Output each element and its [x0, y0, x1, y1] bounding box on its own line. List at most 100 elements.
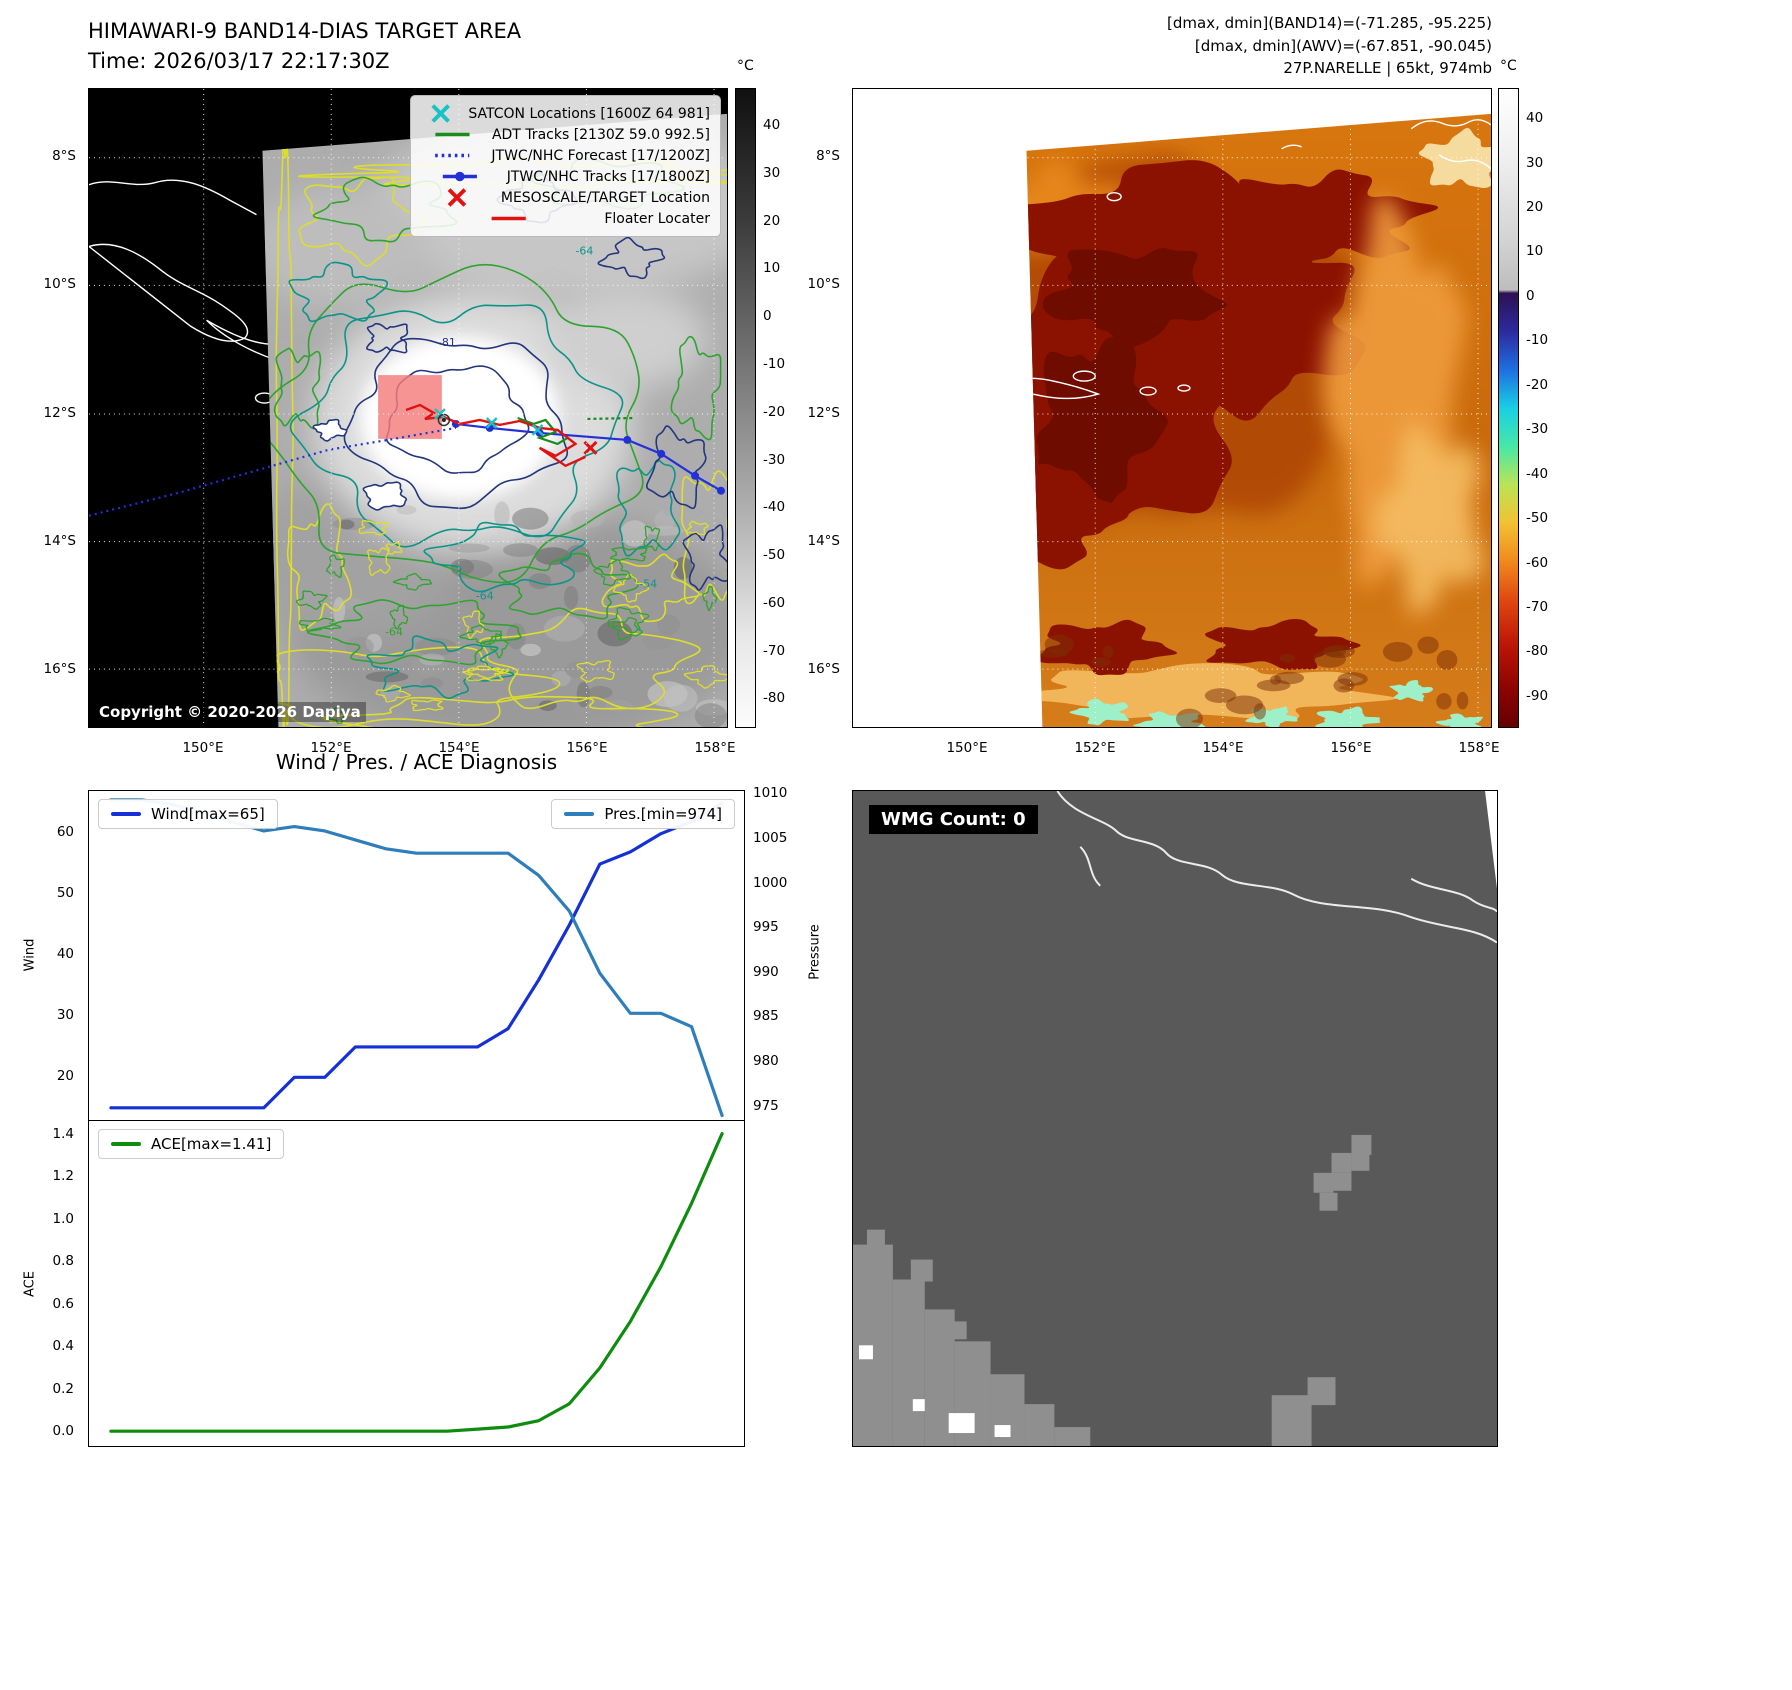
colorbar-tick: 40 [1526, 110, 1544, 127]
diagnosis-title: Wind / Pres. / ACE Diagnosis [275, 750, 558, 774]
wmg-count-badge: WMG Count: 0 [869, 805, 1038, 834]
contour-label: -81 [438, 336, 456, 349]
colorbar-tick: -40 [1526, 465, 1549, 482]
x-tick: 152°E [310, 740, 352, 756]
line-dot-marker-icon [442, 171, 477, 182]
ace-axis-ticks: 0.0 0.2 0.4 0.6 0.8 1.0 1.2 1.4 [42, 1120, 80, 1447]
axis-tick: 1010 [753, 785, 788, 802]
axis-tick: 1.2 [52, 1168, 74, 1185]
y-tick: 12°S [807, 405, 841, 421]
colorbar-tick: -80 [763, 690, 786, 707]
contour-labels: -64 -81 -54 -64 -64 [385, 244, 657, 638]
awv-header: [dmax, dmin](BAND14)=(-71.285, -95.225) … [1167, 12, 1492, 80]
colorbar-tick: 30 [763, 164, 781, 181]
colorbar-tick: -60 [763, 594, 786, 611]
legend-label: ADT Tracks [2130Z 59.0 992.5] [491, 126, 710, 143]
y-tick: 16°S [807, 661, 841, 677]
contour-label: -64 [476, 589, 494, 602]
x-tick: 156°E [1330, 740, 1372, 756]
legend-item: ADT Tracks [2130Z 59.0 992.5] [421, 124, 710, 145]
contour-label: -64 [575, 244, 593, 257]
colorbar-tick: -30 [1526, 421, 1549, 438]
bright-patches [858, 1345, 1011, 1438]
y-tick: 8°S [52, 148, 76, 164]
pressure-legend: Pres.[min=974] [551, 799, 735, 829]
colorbar-tick: -10 [1526, 332, 1549, 349]
wind-legend-swatch [111, 812, 141, 816]
wind-axis-ticks: 20 30 40 50 60 [42, 790, 80, 1120]
mesoscale-target-box [378, 375, 442, 439]
series-line [109, 1132, 724, 1433]
legend-label: SATCON Locations [1600Z 64 981] [468, 105, 710, 122]
y-tick: 14°S [807, 533, 841, 549]
colorbar-tick: 40 [763, 117, 781, 134]
axis-tick: 995 [753, 919, 779, 936]
awv-map-panel [852, 88, 1492, 728]
band14-colorbar-ticks: 40 30 20 10 0 -10 -20 -30 -40 -50 -60 -70 -80 [763, 88, 805, 728]
legend-label: MESOSCALE/TARGET Location [500, 189, 710, 206]
colorbar-tick: 0 [763, 308, 772, 325]
dmax-awv-line: [dmax, dmin](AWV)=(-67.851, -90.045) [1194, 36, 1492, 55]
colorbar-tick: -20 [1526, 376, 1549, 393]
colorbar-tick: -70 [1526, 599, 1549, 615]
colorbar-tick: 20 [1526, 199, 1544, 215]
wmg-map-image [853, 791, 1497, 1446]
legend-label: Floater Locater [604, 210, 710, 227]
awv-y-axis: 8°S 10°S 12°S 14°S 16°S [770, 88, 846, 728]
colorbar-tick: -80 [1526, 643, 1549, 660]
axis-tick: 0.0 [52, 1423, 74, 1440]
dmax-band14-line: [dmax, dmin](BAND14)=(-71.285, -95.225) [1167, 14, 1492, 32]
axis-tick: 990 [753, 963, 779, 980]
colorbar-tick: -90 [1526, 687, 1549, 704]
band14-map-panel: -64 -81 -54 -64 -64 [88, 88, 728, 728]
x-marker-icon [431, 104, 450, 123]
y-tick: 10°S [807, 276, 841, 292]
wind-legend: Wind[max=65] [98, 799, 278, 829]
wind-axis-label: Wind [22, 938, 38, 972]
x-tick: 154°E [1202, 740, 1244, 756]
storm-tracks [89, 403, 726, 517]
legend-label: JTWC/NHC Tracks [17/1800Z] [506, 168, 710, 185]
x-tick: 154°E [438, 740, 480, 756]
legend-item: MESOSCALE/TARGET Location [421, 187, 710, 208]
ace-chart [88, 1120, 745, 1447]
axis-tick: 1005 [753, 830, 788, 847]
legend-item: JTWC/NHC Tracks [17/1800Z] [421, 166, 710, 187]
colorbar-tick: -30 [763, 451, 786, 468]
legend-item: Floater Locater [421, 208, 710, 229]
legend-label: JTWC/NHC Forecast [17/1200Z] [491, 147, 710, 164]
colorbar-tick: 30 [1526, 154, 1544, 171]
x-marker-icon [447, 188, 467, 207]
awv-colorbar [1498, 88, 1519, 728]
pressure-axis-ticks: 975 980 985 990 995 1000 1005 1010 [753, 785, 799, 1120]
colorbar-tick: 20 [763, 212, 781, 229]
band14-time: Time: 2026/03/17 22:17:30Z [88, 49, 390, 74]
ir-cloud-blobs [1026, 127, 1491, 727]
x-tick: 156°E [566, 740, 608, 756]
series-line [109, 798, 724, 1118]
colorbar-tick: 10 [1526, 243, 1544, 260]
wmg-map-panel: WMG Count: 0 [852, 790, 1498, 1447]
axis-tick: 20 [56, 1068, 74, 1085]
axis-tick: 975 [753, 1097, 779, 1114]
x-tick: 150°E [946, 740, 988, 756]
axis-tick: 60 [56, 823, 74, 840]
y-tick: 8°S [816, 148, 840, 164]
axis-tick: 0.4 [52, 1338, 74, 1355]
axis-tick: 1.4 [52, 1125, 74, 1142]
axis-tick: 985 [753, 1008, 779, 1025]
axis-tick: 0.2 [52, 1380, 74, 1397]
storm-name-line: 27P.NARELLE | 65kt, 974mb [1283, 59, 1492, 77]
x-tick: 158°E [1458, 740, 1500, 756]
pressure-legend-label: Pres.[min=974] [604, 805, 722, 823]
dotted-marker-icon [435, 153, 470, 158]
awv-coastlines [1026, 119, 1491, 400]
ace-legend-swatch [111, 1142, 141, 1146]
legend-item: JTWC/NHC Forecast [17/1200Z] [421, 145, 710, 166]
axis-tick: 0.8 [52, 1253, 74, 1270]
colorbar-tick: 0 [1526, 287, 1535, 304]
copyright: Copyright © 2020-2026 Dapiya [94, 702, 366, 722]
ace-axis-label: ACE [22, 1271, 38, 1297]
y-tick: 10°S [43, 276, 77, 292]
y-tick: 12°S [43, 405, 77, 421]
